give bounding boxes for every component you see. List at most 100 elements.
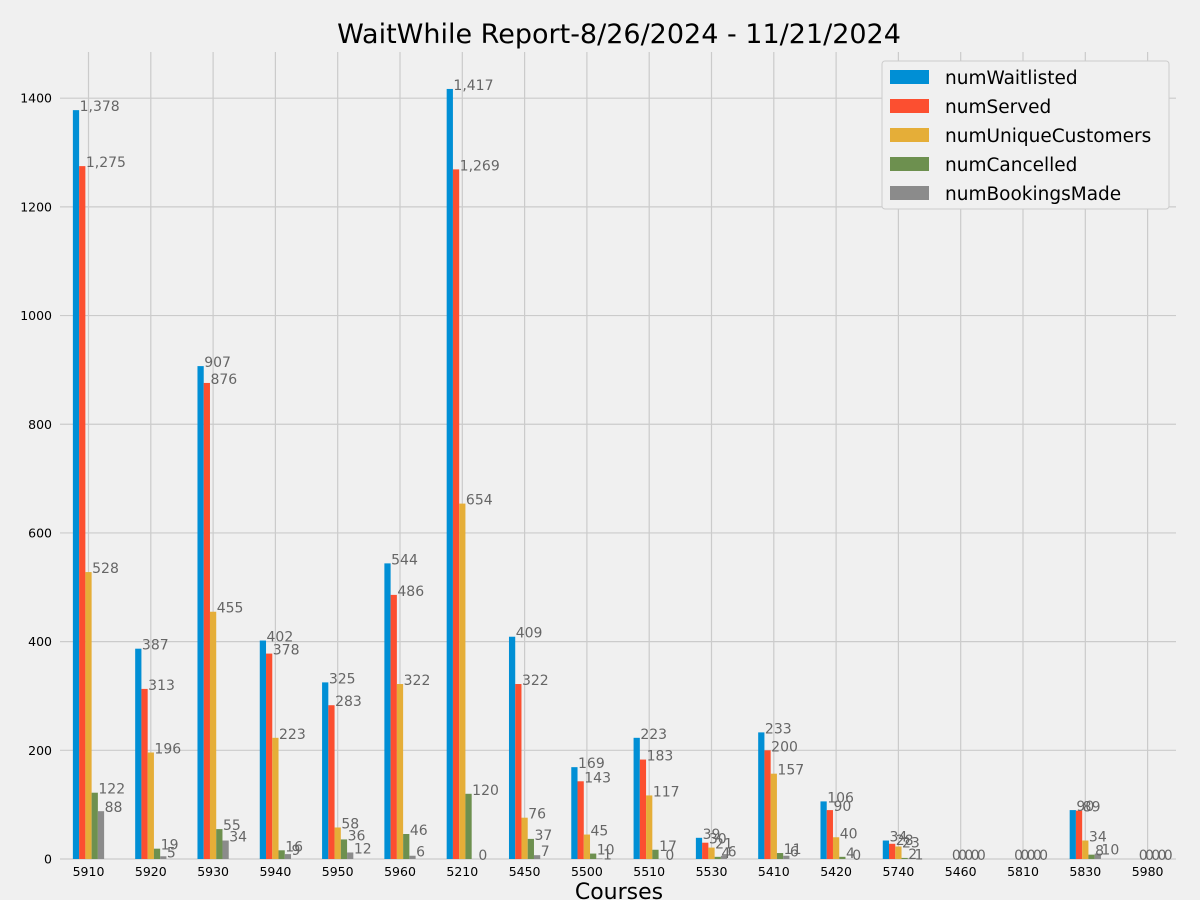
y-tick-label: 0 xyxy=(44,852,52,867)
data-label: 34 xyxy=(890,830,908,846)
legend-label: numWaitlisted xyxy=(945,68,1078,89)
y-tick-labels: 0 200 400 600 800 1000 1200 1400 xyxy=(20,91,52,867)
data-label: 409 xyxy=(516,626,543,642)
data-label: 76 xyxy=(528,807,546,823)
data-label: 322 xyxy=(522,673,549,689)
x-tick-label: 5960 xyxy=(384,864,416,879)
bar xyxy=(284,854,292,859)
data-label: 7 xyxy=(541,844,550,860)
y-tick-label: 1400 xyxy=(20,91,52,106)
x-tick-label: 5530 xyxy=(696,864,728,879)
data-label: 11 xyxy=(784,842,802,858)
data-label: 223 xyxy=(279,727,306,743)
bar xyxy=(459,503,466,859)
data-label: 1 xyxy=(603,847,612,863)
y-tick-label: 200 xyxy=(28,743,52,758)
data-label: 544 xyxy=(391,552,418,568)
data-label: 106 xyxy=(827,790,854,806)
data-label: 30 xyxy=(709,832,727,848)
y-tick-label: 600 xyxy=(28,525,52,540)
data-label: 0 xyxy=(1164,848,1173,864)
bar xyxy=(322,682,329,859)
data-label: 907 xyxy=(204,355,231,371)
x-tick-label: 5510 xyxy=(633,864,665,879)
bar xyxy=(197,366,204,859)
legend-label: numCancelled xyxy=(945,155,1077,176)
bar xyxy=(758,732,765,859)
data-label: 89 xyxy=(1083,800,1101,816)
y-tick-label: 800 xyxy=(28,417,52,432)
bar xyxy=(882,840,890,859)
legend-swatch xyxy=(890,99,929,113)
bar xyxy=(646,795,653,859)
data-label: 36 xyxy=(348,828,366,844)
data-label: 39 xyxy=(703,827,721,843)
bar xyxy=(141,688,148,859)
data-label: 34 xyxy=(1089,830,1107,846)
bar xyxy=(583,834,591,859)
data-label: 12 xyxy=(354,841,372,857)
data-label: 88 xyxy=(105,800,123,816)
bar xyxy=(907,858,915,859)
data-label: 6 xyxy=(416,845,425,861)
data-label: 402 xyxy=(267,630,294,646)
data-label: 19 xyxy=(161,838,179,854)
bar xyxy=(465,793,472,859)
bar xyxy=(714,856,721,859)
bar xyxy=(901,857,908,859)
data-label: 183 xyxy=(647,749,674,765)
bar xyxy=(633,737,640,859)
bar xyxy=(266,653,273,859)
bar xyxy=(79,166,86,859)
x-tick-label: 5920 xyxy=(135,864,167,879)
x-tick-label: 5980 xyxy=(1132,864,1164,879)
data-label: 200 xyxy=(771,739,798,755)
bar xyxy=(328,705,335,859)
bar xyxy=(1082,840,1089,859)
data-label: 120 xyxy=(472,783,499,799)
data-label: 37 xyxy=(534,828,552,844)
bar xyxy=(776,853,784,859)
data-label: 10 xyxy=(597,843,615,859)
data-label: 0 xyxy=(1027,848,1036,864)
bar xyxy=(403,834,410,859)
data-label: 313 xyxy=(148,678,175,694)
bar xyxy=(1075,810,1083,859)
bar xyxy=(1069,810,1076,859)
bar xyxy=(160,856,167,859)
data-label: 45 xyxy=(591,824,609,840)
data-label: 0 xyxy=(665,848,674,864)
data-label: 55 xyxy=(223,818,241,834)
data-label: 6 xyxy=(790,845,799,861)
bar xyxy=(446,88,453,859)
legend-label: numBookingsMade xyxy=(945,184,1121,205)
x-tick-label: 5500 xyxy=(571,864,603,879)
data-label: 16 xyxy=(285,839,303,855)
data-label: 0 xyxy=(1039,848,1048,864)
bar xyxy=(783,855,790,859)
bar xyxy=(770,773,777,859)
x-tick-label: 5460 xyxy=(945,864,977,879)
data-label: 23 xyxy=(902,836,920,852)
bars xyxy=(72,88,1101,860)
bar xyxy=(85,572,92,859)
x-tick-label: 5830 xyxy=(1069,864,1101,879)
legend-swatch xyxy=(890,157,929,171)
bar xyxy=(91,792,98,859)
data-label: 1,269 xyxy=(460,158,500,174)
x-tick-label: 5410 xyxy=(758,864,790,879)
data-label: 0 xyxy=(952,848,961,864)
data-label: 40 xyxy=(840,826,858,842)
data-label: 46 xyxy=(410,823,428,839)
bar xyxy=(97,811,105,859)
data-label: 0 xyxy=(852,848,861,864)
bar xyxy=(278,850,285,859)
bar xyxy=(577,781,584,859)
data-label: 17 xyxy=(659,839,677,855)
bar xyxy=(222,840,229,859)
data-label: 876 xyxy=(210,372,237,388)
data-label: 486 xyxy=(397,584,424,600)
chart-title: WaitWhile Report-8/26/2024 - 11/21/2024 xyxy=(337,19,901,50)
data-label: 90 xyxy=(833,799,851,815)
data-label: 1,378 xyxy=(80,99,120,115)
